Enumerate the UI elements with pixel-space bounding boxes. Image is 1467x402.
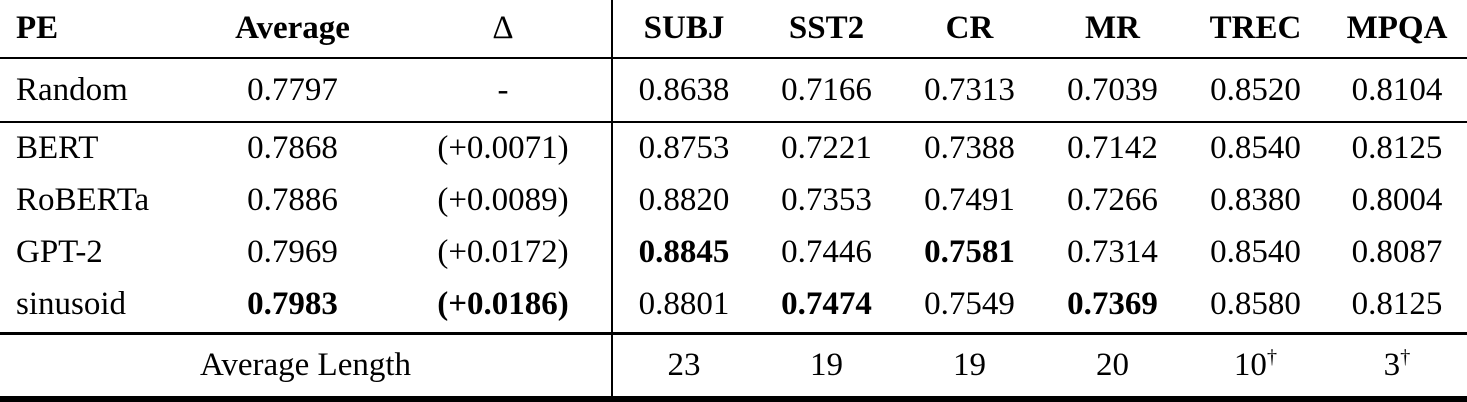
cell-delta: (+0.0089) (437, 181, 569, 218)
cell-mr: 0.7142 (1067, 130, 1158, 166)
cell-pe: Random (0, 58, 190, 123)
footer-value-subj: 23 (611, 333, 755, 402)
cell-cr: 0.7549 (898, 278, 1041, 335)
footer-number: 23 (667, 346, 701, 383)
table-row-gpt2: GPT-2 0.7969 (+0.0172) 0.8845 0.7446 0.7… (0, 226, 1467, 278)
footer-number: 20 (1096, 346, 1129, 383)
cell-trec: 0.8380 (1210, 181, 1301, 218)
cell-pe: RoBERTa (16, 181, 150, 218)
table-row-sinusoid: sinusoid 0.7983 (+0.0186) 0.8801 0.7474 … (0, 278, 1467, 335)
cell-cr: 0.7491 (924, 181, 1015, 218)
footer-value-trec: 10† (1184, 333, 1327, 402)
footer-value-mpqa: 3† (1327, 333, 1467, 402)
cell-delta: - (395, 58, 612, 123)
cell-trec: 0.8540 (1210, 130, 1301, 166)
cell-sst2: 0.7474 (755, 278, 898, 335)
cell-average: 0.7868 (247, 130, 338, 166)
cell-mr: 0.7266 (1067, 181, 1158, 218)
cell-delta: (+0.0071) (437, 130, 569, 166)
footer-number: 19 (953, 346, 986, 383)
cell-average: 0.7886 (247, 181, 338, 218)
col-header-subj: SUBJ (611, 0, 755, 59)
col-header-average: Average (190, 0, 395, 59)
col-header-cr: CR (898, 0, 1041, 59)
col-header-trec: TREC (1184, 0, 1327, 59)
cell-pe: sinusoid (0, 278, 190, 335)
cell-mr: 0.7369 (1041, 278, 1184, 335)
cell-mpqa: 0.8125 (1327, 278, 1467, 335)
cell-cr: 0.7581 (924, 233, 1015, 270)
cell-trec: 0.8520 (1184, 58, 1327, 123)
footer-value-cr: 19 (898, 333, 1041, 402)
cell-cr: 0.7313 (898, 58, 1041, 123)
cell-mr: 0.7039 (1041, 58, 1184, 123)
col-header-pe: PE (0, 0, 190, 59)
col-header-mpqa: MPQA (1327, 0, 1467, 59)
cell-subj: 0.8638 (611, 58, 755, 123)
dagger-sup: † (1266, 345, 1278, 368)
cell-average: 0.7969 (247, 233, 338, 270)
cell-pe: BERT (16, 130, 99, 166)
cell-delta: (+0.0186) (395, 278, 612, 335)
cell-mr: 0.7314 (1067, 233, 1158, 270)
cell-average: 0.7983 (190, 278, 395, 335)
cell-average: 0.7797 (190, 58, 395, 123)
cell-sst2: 0.7221 (781, 130, 872, 166)
dagger-sup: † (1400, 345, 1411, 368)
col-header-delta: Δ (395, 0, 612, 59)
cell-subj: 0.8801 (611, 278, 755, 335)
table-row-roberta: RoBERTa 0.7886 (+0.0089) 0.8820 0.7353 0… (0, 174, 1467, 226)
cell-sst2: 0.7446 (781, 233, 872, 270)
footer-label: Average Length (0, 333, 612, 402)
footer-value-mr: 20 (1041, 333, 1184, 402)
footer-number: 3 (1383, 346, 1401, 383)
footer-value-sst2: 19 (755, 333, 898, 402)
cell-pe: GPT-2 (16, 233, 103, 270)
col-header-mr: MR (1041, 0, 1184, 59)
cell-subj: 0.8753 (611, 122, 755, 174)
cell-trec: 0.8540 (1210, 233, 1301, 270)
cell-mpqa: 0.8004 (1351, 181, 1443, 218)
table-row-bert: BERT 0.7868 (+0.0071) 0.8753 0.7221 0.73… (0, 122, 1467, 174)
cell-sst2: 0.7353 (781, 181, 872, 218)
cell-mpqa: 0.8087 (1351, 233, 1443, 270)
cell-mpqa: 0.8104 (1327, 58, 1467, 123)
cell-sst2: 0.7166 (755, 58, 898, 123)
cell-cr: 0.7388 (924, 130, 1015, 166)
cell-subj: 0.8845 (611, 226, 755, 278)
footer-number: 19 (810, 346, 843, 383)
cell-mpqa: 0.8125 (1351, 130, 1443, 166)
header-row: PE Average Δ SUBJ SST2 CR MR TREC MPQA (0, 0, 1467, 59)
cell-subj: 0.8820 (611, 174, 755, 226)
cell-delta: (+0.0172) (437, 233, 569, 270)
footer-row: Average Length 23 19 19 20 10† 3† (0, 333, 1467, 402)
footer-number: 10 (1233, 346, 1267, 383)
table-row-random: Random 0.7797 - 0.8638 0.7166 0.7313 0.7… (0, 58, 1467, 123)
cell-trec: 0.8580 (1184, 278, 1327, 335)
col-header-sst2: SST2 (755, 0, 898, 59)
